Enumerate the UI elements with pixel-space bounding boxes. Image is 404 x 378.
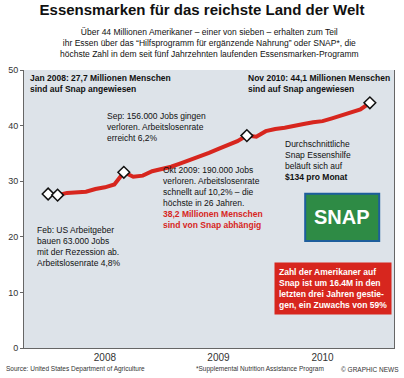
svg-text:SNAP: SNAP	[314, 206, 370, 228]
svg-text:40: 40	[8, 121, 18, 131]
svg-text:Sep: 156.000 Jobs gingenverlor: Sep: 156.000 Jobs gingenverloren. Arbeit…	[107, 111, 206, 143]
svg-text:© GRAPHIC NEWS: © GRAPHIC NEWS	[341, 366, 399, 373]
svg-text:Nov 2010: 44,1 Millionen Mensc: Nov 2010: 44,1 Millionen Menschensind au…	[248, 73, 390, 94]
svg-text:2009: 2009	[207, 352, 230, 363]
svg-text:50: 50	[8, 65, 18, 75]
svg-text:Zahl der Amerikaner aufSnap is: Zahl der Amerikaner aufSnap ist um 16.4M…	[279, 267, 387, 310]
svg-text:Jan 2008: 27,7 Millionen Mensc: Jan 2008: 27,7 Millionen Menschensind au…	[30, 73, 171, 94]
svg-text:Über 44 Millionen Amerikaner –: Über 44 Millionen Amerikaner – einer von…	[60, 27, 359, 59]
svg-text:2008: 2008	[94, 352, 117, 363]
svg-text:Okt 2009: 190.000 Jobsverloren: Okt 2009: 190.000 Jobsverloren. Arbeitsl…	[163, 165, 263, 230]
svg-text:Essensmarken für das reichste: Essensmarken für das reichste Land der W…	[40, 1, 365, 18]
svg-text:Source: United States Departme: Source: United States Department of Agri…	[6, 365, 145, 373]
svg-text:30: 30	[8, 176, 18, 186]
svg-text:20: 20	[8, 232, 18, 242]
svg-text:2010: 2010	[311, 352, 334, 363]
svg-text:0: 0	[13, 343, 18, 353]
svg-text:*Supplemental Nutrition Assist: *Supplemental Nutrition Assistance Progr…	[196, 365, 324, 373]
svg-text:Feb: US Arbeitgeberbauen 63.00: Feb: US Arbeitgeberbauen 63.000 Jobsmit …	[37, 225, 121, 268]
svg-text:10: 10	[8, 288, 18, 298]
svg-text:DurchschnittlicheSnap Essenshi: DurchschnittlicheSnap Essenshilfebeläuft…	[285, 139, 351, 182]
